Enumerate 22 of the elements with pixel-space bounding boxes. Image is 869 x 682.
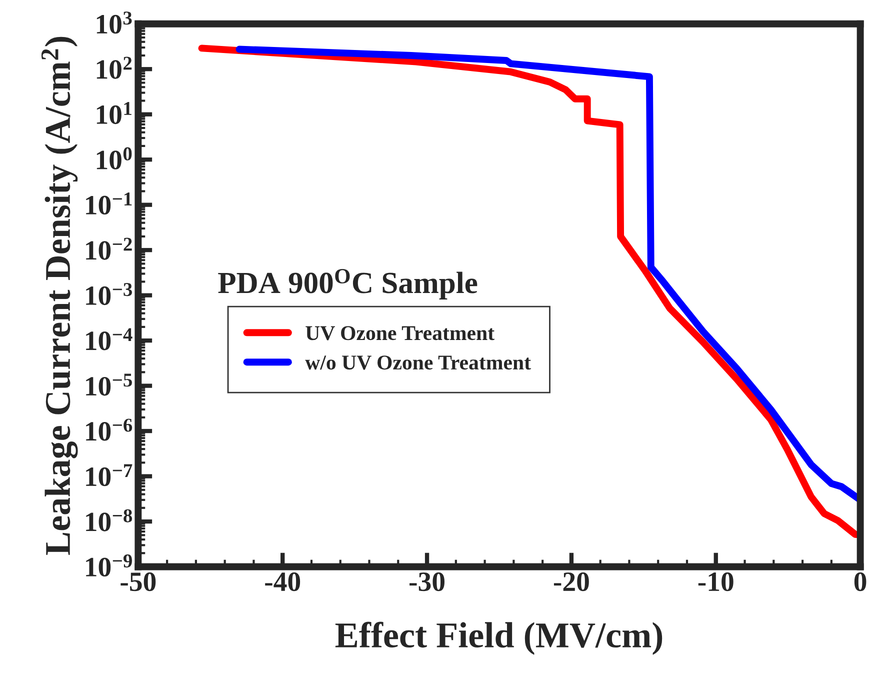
y-tick-label: 10$^{−8}$: [86, 509, 132, 532]
y-tick-label: 10$^{−1}$: [86, 192, 132, 215]
y-tick-label: 10$^{1}$: [96, 102, 132, 124]
y-tick-label: 10$^{−6}$: [86, 418, 132, 441]
x-tick-label: -10: [698, 572, 734, 592]
y-tick-label: 10$^{3}$: [96, 12, 132, 34]
y-tick-label: 10$^{0}$: [96, 147, 132, 170]
x-tick-label: -40: [265, 572, 300, 592]
y-tick-label: 10$^{2}$: [96, 56, 132, 79]
legend-label: UV Ozone Treatment: [306, 326, 494, 340]
y-tick-label: 10$^{−4}$: [86, 328, 132, 350]
y-tick-label: 10$^{−5}$: [86, 374, 132, 396]
x-tick-label: -20: [554, 572, 589, 592]
annotation: PDA 900$^{O}$C Sample: [218, 269, 478, 300]
y-axis-title: Leakage Current Density (A/cm$^{2}$): [41, 36, 78, 555]
y-tick-label: 10$^{−7}$: [86, 464, 132, 486]
y-tick-label: 10$^{−3}$: [86, 283, 132, 306]
legend-label: w/o UV Ozone Treatment: [305, 356, 531, 370]
x-tick-label: -30: [410, 572, 444, 592]
x-axis-title: Effect Field (MV/cm): [335, 622, 662, 655]
x-tick-label: 0: [854, 572, 866, 592]
y-tick-label: 10$^{−2}$: [86, 238, 132, 260]
